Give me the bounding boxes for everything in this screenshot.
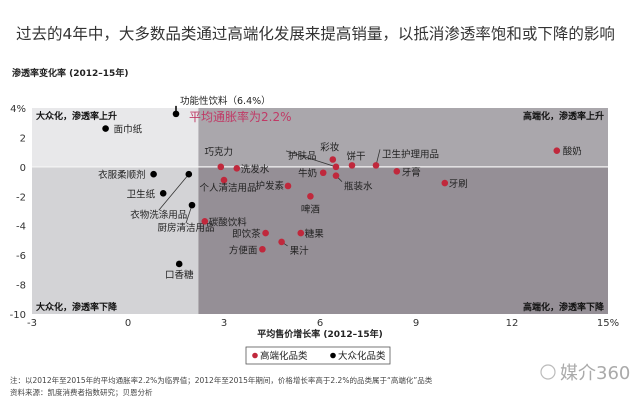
- mass-point: [172, 110, 180, 118]
- inflation-threshold-label: 平均通胀率为2.2%: [189, 109, 292, 124]
- mass-point: [159, 190, 167, 197]
- premium-point: [332, 172, 340, 179]
- point-label: 方便面: [229, 244, 258, 256]
- quadrant-label-upper-right: 高端化，渗透率上升: [523, 110, 604, 122]
- chart-title: 过去的4年中，大多数品类通过高端化发展来提高销量，以抵消渗透率饱和或下降的影响: [16, 25, 615, 43]
- premium-point: [217, 163, 225, 171]
- point-label: 洗发水: [241, 163, 270, 175]
- premium-point: [319, 169, 327, 177]
- point-label: 个人清洁用品: [199, 182, 256, 194]
- point-label: 巧克力: [205, 146, 234, 158]
- x-tick-label: -3: [27, 318, 37, 329]
- quadrant-upper-right: [198, 108, 608, 167]
- premium-point: [262, 229, 269, 237]
- y-tick-label: 2: [20, 133, 26, 144]
- y-tick-label: -6: [16, 251, 26, 262]
- watermark-text: 媒介360: [560, 363, 630, 384]
- wechat-icon: [540, 364, 556, 380]
- leader-line: [285, 150, 337, 168]
- point-label: 护肤品: [288, 150, 317, 162]
- premium-point: [284, 182, 292, 190]
- mass-point: [185, 170, 193, 178]
- point-label: 即饮茶: [232, 228, 261, 240]
- y-tick-label: 4%: [10, 104, 26, 115]
- premium-point: [553, 147, 561, 154]
- legend: 高端化品类 大众化品类: [245, 346, 391, 365]
- mass-point: [102, 125, 109, 132]
- quadrant-lower-right: [198, 166, 608, 314]
- legend-marker-premium: [252, 352, 258, 359]
- quadrant-lower-left: [32, 166, 199, 314]
- source-note: 资料来源：凯度消费者指数研究；贝恩分析: [10, 387, 153, 397]
- premium-point: [348, 162, 356, 169]
- leader-line: [158, 173, 190, 211]
- mass-point: [175, 260, 183, 268]
- y-axis-title: 渗透率变化率 (2012–15年): [12, 67, 128, 79]
- point-label: 卫生纸: [127, 188, 156, 200]
- legend-label-mass: 大众化品类: [338, 350, 386, 362]
- point-label: 卫生护理用品: [382, 148, 439, 160]
- x-tick-label: 15%: [597, 318, 619, 329]
- point-label: 饼干: [346, 150, 365, 162]
- mass-point: [150, 170, 157, 178]
- quadrant-label-lower-right: 高端化，渗透率下降: [523, 301, 605, 313]
- point-label: 牛奶: [298, 168, 317, 180]
- point-label: 牙刷: [449, 179, 468, 190]
- y-tick-label: -10: [10, 310, 26, 321]
- x-tick-label: 3: [221, 318, 227, 329]
- x-tick-label: 9: [413, 318, 419, 329]
- legend-label-premium: 高端化品类: [260, 350, 308, 362]
- point-label: 彩妆: [320, 142, 340, 154]
- point-label: 酸奶: [563, 146, 582, 158]
- watermark: 媒介360: [540, 363, 630, 384]
- point-label: 面巾纸: [114, 124, 143, 136]
- point-label: 功能性饮料（6.4%）: [180, 95, 271, 107]
- premium-point: [220, 176, 228, 184]
- premium-point: [297, 229, 305, 237]
- point-label: 护发素: [255, 180, 284, 192]
- legend-marker-mass: [330, 352, 336, 359]
- premium-point: [393, 167, 401, 175]
- y-tick-label: -2: [16, 192, 26, 203]
- x-axis-title: 平均售价增长率 (2012–15年): [257, 328, 382, 340]
- premium-point: [233, 165, 241, 172]
- x-tick-label: 0: [125, 318, 131, 329]
- quadrant-label-upper-left: 大众化，渗透率上升: [36, 110, 117, 122]
- x-tick-label: 6: [317, 318, 323, 329]
- point-label: 果汁: [290, 245, 310, 257]
- quadrant-label-lower-left: 大众化，渗透率下降: [36, 301, 118, 313]
- point-label: 衣服柔顺剂: [98, 169, 146, 181]
- premium-point: [372, 162, 380, 169]
- premium-point: [201, 218, 209, 225]
- point-label: 衣物洗涤用品: [130, 209, 187, 221]
- mass-point: [188, 201, 196, 209]
- point-label: 碳酸饮料: [209, 216, 248, 228]
- x-tick-label: 12: [506, 318, 519, 329]
- y-tick-label: -4: [16, 222, 26, 233]
- premium-point: [278, 238, 285, 246]
- premium-point: [307, 192, 314, 200]
- point-label: 糖果: [305, 228, 325, 240]
- point-label: 啤酒: [301, 203, 321, 215]
- premium-point: [332, 163, 340, 171]
- premium-point: [441, 179, 449, 187]
- point-label: 牙膏: [402, 166, 421, 178]
- point-label: 厨房清洁用品: [157, 222, 214, 234]
- premium-point: [329, 156, 337, 163]
- y-tick-label: -8: [16, 281, 26, 292]
- point-label: 口香糖: [165, 269, 194, 281]
- y-tick-label: 0: [20, 163, 26, 174]
- premium-point: [259, 245, 266, 253]
- point-label: 瓶装水: [344, 181, 373, 193]
- footnote: 注：以2012年至2015年的平均通胀率2.2%为临界值；2012年至2015年…: [10, 375, 433, 385]
- quadrant-upper-left: [32, 108, 199, 167]
